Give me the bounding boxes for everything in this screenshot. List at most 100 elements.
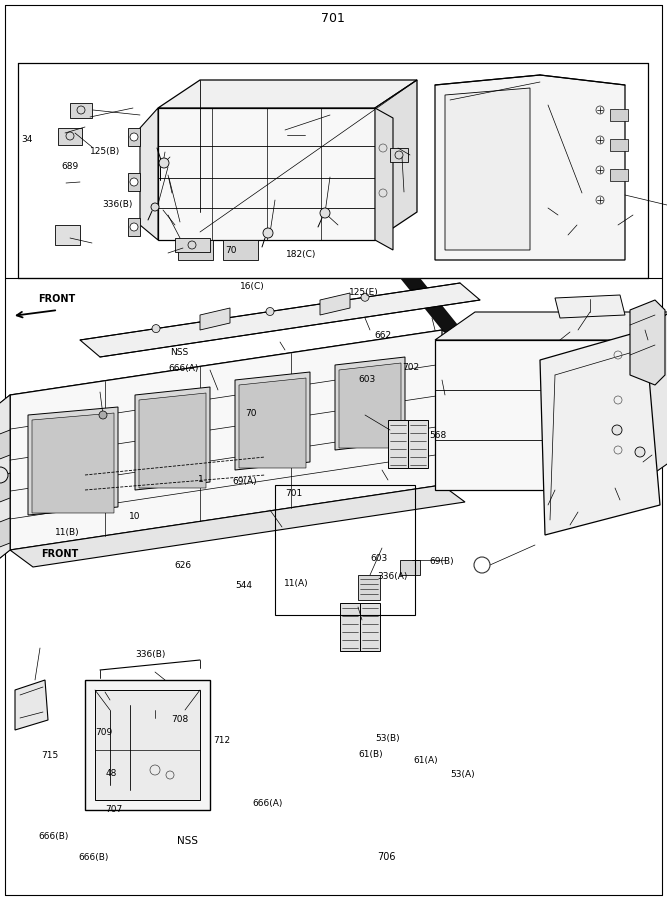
- Text: 603: 603: [359, 375, 376, 384]
- Text: 69(B): 69(B): [429, 557, 454, 566]
- Polygon shape: [158, 108, 375, 240]
- Polygon shape: [15, 680, 48, 730]
- Text: 69(A): 69(A): [232, 477, 257, 486]
- Text: NSS: NSS: [177, 836, 197, 847]
- Text: 603: 603: [370, 554, 388, 563]
- Text: 125(E): 125(E): [349, 288, 379, 297]
- Text: 48: 48: [105, 770, 117, 778]
- Circle shape: [130, 223, 138, 231]
- Text: 336(B): 336(B): [135, 651, 165, 660]
- Polygon shape: [0, 518, 10, 550]
- Polygon shape: [58, 128, 82, 145]
- Polygon shape: [339, 363, 401, 448]
- Polygon shape: [239, 378, 306, 468]
- Circle shape: [266, 308, 274, 316]
- Text: 707: 707: [105, 806, 122, 814]
- Text: 701: 701: [285, 489, 303, 498]
- Circle shape: [152, 325, 160, 333]
- Polygon shape: [388, 420, 408, 468]
- Polygon shape: [135, 387, 210, 490]
- Circle shape: [151, 203, 159, 211]
- Text: 702: 702: [402, 363, 420, 372]
- Text: 712: 712: [213, 736, 231, 745]
- Polygon shape: [610, 139, 628, 151]
- Text: 336(B): 336(B): [102, 200, 133, 209]
- Polygon shape: [610, 109, 628, 121]
- Polygon shape: [445, 88, 530, 250]
- Circle shape: [612, 425, 622, 435]
- Text: 544: 544: [235, 581, 251, 590]
- Text: 666(B): 666(B): [38, 832, 69, 842]
- Polygon shape: [235, 372, 310, 470]
- Text: 666(A): 666(A): [168, 364, 199, 373]
- Text: 1: 1: [198, 475, 204, 484]
- Text: 706: 706: [377, 851, 396, 862]
- Polygon shape: [0, 473, 10, 505]
- Circle shape: [635, 447, 645, 457]
- Polygon shape: [128, 218, 140, 236]
- Polygon shape: [400, 278, 470, 340]
- Polygon shape: [10, 330, 465, 412]
- Polygon shape: [128, 173, 140, 191]
- Polygon shape: [360, 603, 380, 651]
- Circle shape: [361, 293, 369, 302]
- Polygon shape: [95, 690, 200, 800]
- Polygon shape: [55, 225, 80, 245]
- Text: 125(B): 125(B): [90, 147, 120, 156]
- Polygon shape: [158, 80, 417, 108]
- Circle shape: [130, 178, 138, 186]
- Polygon shape: [175, 238, 210, 252]
- Polygon shape: [0, 395, 10, 562]
- Polygon shape: [0, 430, 10, 462]
- Polygon shape: [70, 103, 92, 118]
- Polygon shape: [435, 312, 667, 340]
- Text: FRONT: FRONT: [41, 549, 79, 560]
- Polygon shape: [320, 293, 350, 315]
- Polygon shape: [358, 575, 380, 600]
- Text: 34: 34: [21, 135, 33, 144]
- Circle shape: [263, 228, 273, 238]
- Polygon shape: [630, 300, 665, 385]
- Text: NSS: NSS: [170, 348, 188, 357]
- Polygon shape: [85, 680, 210, 810]
- Polygon shape: [435, 75, 625, 260]
- Polygon shape: [200, 308, 230, 330]
- Polygon shape: [390, 148, 408, 162]
- Text: 182(C): 182(C): [285, 250, 316, 259]
- Circle shape: [130, 133, 138, 141]
- Polygon shape: [10, 330, 442, 550]
- Circle shape: [320, 208, 330, 218]
- Text: 61(A): 61(A): [414, 756, 438, 765]
- Text: 626: 626: [175, 561, 192, 570]
- Text: 715: 715: [41, 752, 59, 760]
- Text: FRONT: FRONT: [38, 294, 75, 304]
- Text: 709: 709: [95, 728, 113, 737]
- Text: 53(A): 53(A): [450, 770, 475, 778]
- Polygon shape: [140, 108, 158, 240]
- Polygon shape: [540, 330, 660, 535]
- Text: 666(B): 666(B): [79, 853, 109, 862]
- Polygon shape: [10, 485, 465, 567]
- Text: 666(A): 666(A): [252, 799, 283, 808]
- Polygon shape: [80, 283, 480, 357]
- Text: 10: 10: [129, 512, 140, 521]
- Text: 53(B): 53(B): [376, 734, 400, 742]
- Polygon shape: [139, 393, 206, 488]
- Text: 11(B): 11(B): [55, 528, 79, 537]
- Polygon shape: [630, 312, 667, 490]
- Text: 70: 70: [225, 246, 237, 255]
- Text: 568: 568: [429, 431, 446, 440]
- Circle shape: [159, 158, 169, 168]
- Polygon shape: [555, 295, 625, 318]
- Polygon shape: [32, 413, 114, 513]
- Text: 708: 708: [171, 715, 189, 724]
- Text: 16(C): 16(C): [240, 282, 265, 291]
- Polygon shape: [375, 108, 393, 250]
- Polygon shape: [128, 128, 140, 146]
- Polygon shape: [408, 420, 428, 468]
- Text: 701: 701: [321, 12, 345, 24]
- Polygon shape: [610, 169, 628, 181]
- Polygon shape: [223, 240, 258, 260]
- Circle shape: [99, 411, 107, 419]
- Text: 336(A): 336(A): [377, 572, 408, 580]
